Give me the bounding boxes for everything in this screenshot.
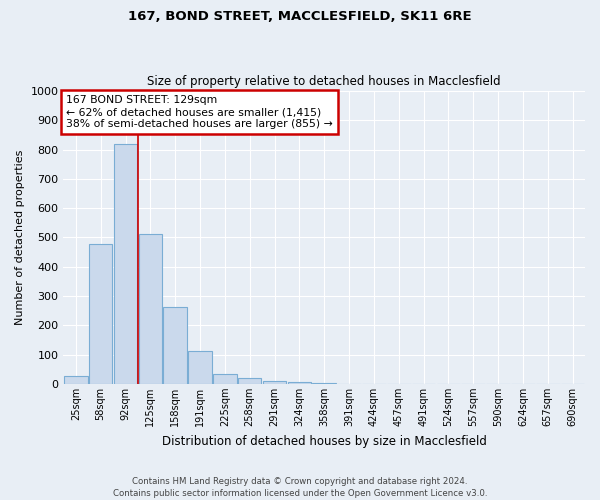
- Bar: [238, 378, 262, 384]
- Text: 167, BOND STREET, MACCLESFIELD, SK11 6RE: 167, BOND STREET, MACCLESFIELD, SK11 6RE: [128, 10, 472, 23]
- Bar: [163, 307, 187, 384]
- Bar: [89, 244, 112, 384]
- Text: Contains HM Land Registry data © Crown copyright and database right 2024.
Contai: Contains HM Land Registry data © Crown c…: [113, 476, 487, 498]
- Bar: [188, 351, 212, 384]
- Text: 167 BOND STREET: 129sqm
← 62% of detached houses are smaller (1,415)
38% of semi: 167 BOND STREET: 129sqm ← 62% of detache…: [66, 96, 333, 128]
- Bar: [287, 382, 311, 384]
- Bar: [64, 376, 88, 384]
- Title: Size of property relative to detached houses in Macclesfield: Size of property relative to detached ho…: [148, 76, 501, 88]
- Bar: [263, 381, 286, 384]
- Bar: [139, 234, 162, 384]
- Bar: [213, 374, 236, 384]
- X-axis label: Distribution of detached houses by size in Macclesfield: Distribution of detached houses by size …: [162, 434, 487, 448]
- Y-axis label: Number of detached properties: Number of detached properties: [15, 150, 25, 325]
- Bar: [114, 144, 137, 384]
